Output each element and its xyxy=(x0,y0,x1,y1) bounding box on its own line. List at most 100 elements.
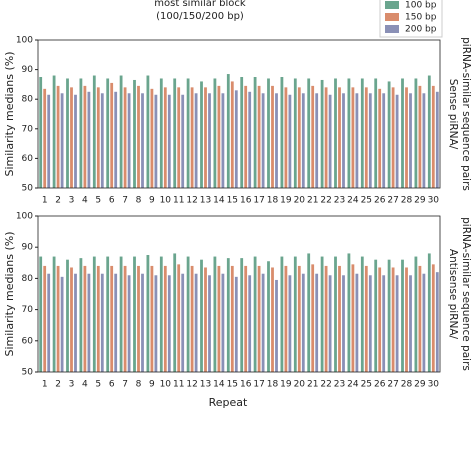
bar xyxy=(351,264,355,372)
bar xyxy=(374,78,378,188)
x-tick-label: 30 xyxy=(428,380,440,390)
bar xyxy=(320,256,324,372)
bar xyxy=(60,93,64,188)
x-tick-label: 14 xyxy=(213,380,225,390)
x-tick-label: 3 xyxy=(69,380,75,390)
bar xyxy=(106,256,110,372)
bar xyxy=(87,91,91,188)
bar xyxy=(347,253,351,372)
x-tick-label: 29 xyxy=(414,380,426,390)
bar xyxy=(253,256,257,372)
x-tick-label: 11 xyxy=(173,196,184,206)
bar xyxy=(378,88,382,188)
plot-frame xyxy=(37,215,441,373)
bar xyxy=(284,265,288,372)
bar xyxy=(422,93,426,188)
bar xyxy=(39,256,43,372)
bar xyxy=(234,276,238,372)
bar xyxy=(293,78,297,188)
bar xyxy=(92,75,96,188)
x-tick-label: 15 xyxy=(227,380,238,390)
bar xyxy=(338,265,341,372)
bar xyxy=(307,78,311,188)
bar xyxy=(387,259,391,372)
bar xyxy=(364,265,368,372)
bar xyxy=(110,82,114,188)
bar xyxy=(74,94,77,188)
x-tick-label: 13 xyxy=(200,380,211,390)
y-tick-label: 90 xyxy=(22,65,34,75)
bar xyxy=(427,253,431,372)
bar xyxy=(87,273,91,372)
bar xyxy=(230,265,234,372)
bar xyxy=(280,77,284,188)
bar xyxy=(320,79,324,188)
x-tick-label: 10 xyxy=(160,196,172,206)
bar xyxy=(240,77,244,188)
x-tick-label: 14 xyxy=(213,196,225,206)
x-tick-label: 10 xyxy=(160,380,172,390)
bar xyxy=(100,273,104,372)
bar xyxy=(360,256,364,372)
bar xyxy=(328,275,332,372)
bar xyxy=(146,255,150,372)
bar xyxy=(368,93,372,188)
x-tick-label: 25 xyxy=(361,196,372,206)
x-tick-label: 29 xyxy=(414,196,426,206)
x-tick-label: 8 xyxy=(136,196,142,206)
bar xyxy=(334,256,337,372)
bar xyxy=(146,75,150,188)
bar xyxy=(150,265,154,372)
bar xyxy=(422,273,426,372)
bar xyxy=(401,78,404,188)
bar xyxy=(387,81,391,188)
x-tick-label: 1 xyxy=(42,196,48,206)
x-tick-label: 25 xyxy=(361,380,372,390)
bar xyxy=(244,85,248,188)
x-tick-label: 11 xyxy=(173,380,184,390)
bar xyxy=(127,93,131,188)
bar xyxy=(261,273,265,372)
bar xyxy=(186,78,190,188)
bar xyxy=(301,93,305,188)
bar xyxy=(418,265,422,372)
bar xyxy=(244,265,248,372)
x-tick-label: 21 xyxy=(307,380,318,390)
x-tick-label: 13 xyxy=(200,196,211,206)
chart-title: most similar block xyxy=(154,0,246,9)
y-axis-label: Similarity medians (%) xyxy=(3,231,16,356)
bar xyxy=(167,275,171,372)
x-tick-label: 15 xyxy=(227,196,238,206)
bar xyxy=(240,258,244,372)
legend-label: 150 bp xyxy=(405,13,437,23)
bar xyxy=(364,87,368,188)
bar xyxy=(47,94,51,188)
bar xyxy=(133,79,136,188)
bar xyxy=(96,265,100,372)
x-tick-label: 18 xyxy=(267,196,279,206)
bar xyxy=(141,273,144,372)
y-tick-label: 80 xyxy=(22,95,34,105)
bar xyxy=(213,78,217,188)
x-tick-label: 4 xyxy=(82,380,88,390)
panel-label: piRNA-similar sequence pairs xyxy=(460,37,472,191)
bar xyxy=(47,273,51,372)
bar xyxy=(382,93,386,188)
bar xyxy=(114,273,118,372)
bar xyxy=(221,273,225,372)
bar xyxy=(110,265,114,372)
bar xyxy=(418,85,422,188)
plot-frame xyxy=(37,39,441,189)
y-tick-label: 60 xyxy=(22,336,34,346)
bar xyxy=(56,85,60,188)
bar xyxy=(401,259,404,372)
x-tick-label: 27 xyxy=(387,380,398,390)
bar xyxy=(234,90,238,188)
bar xyxy=(342,93,345,188)
y-tick-label: 90 xyxy=(22,243,34,253)
x-tick-label: 19 xyxy=(280,196,292,206)
bar xyxy=(173,253,177,372)
legend-label: 200 bp xyxy=(405,25,437,35)
bar xyxy=(43,265,47,372)
y-tick-label: 80 xyxy=(22,274,34,284)
